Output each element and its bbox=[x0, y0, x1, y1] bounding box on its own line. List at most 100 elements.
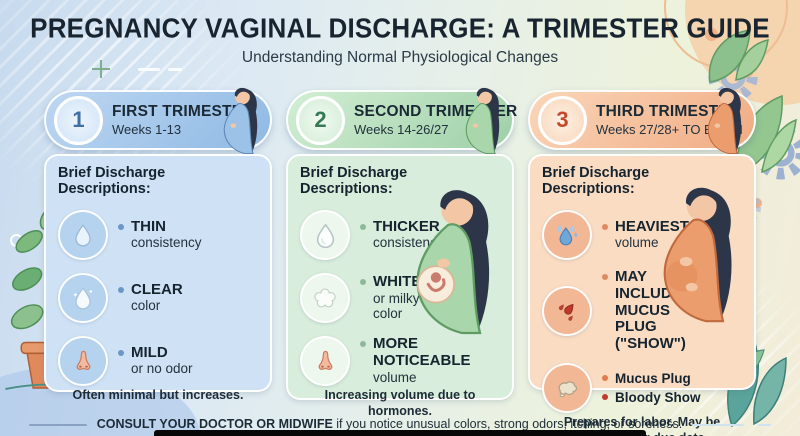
pregnant-woman-icon bbox=[223, 87, 258, 155]
item-term: MAY INCLUDE MUCUS PLUG ("SHOW") bbox=[615, 268, 686, 353]
trimester-1-number-badge: 1 bbox=[54, 95, 103, 145]
pregnant-woman-icon bbox=[707, 87, 742, 155]
item-text: MILD or no odor bbox=[118, 343, 193, 378]
list-item: Mucus Plug Bloody Show bbox=[542, 362, 742, 413]
card-footer-note: Often minimal but increases. bbox=[72, 388, 244, 402]
mucus-blob-icon bbox=[542, 362, 592, 413]
sub-item-label: Bloody Show bbox=[615, 389, 701, 405]
nose-icon bbox=[300, 336, 350, 386]
trimester-number: 1 bbox=[72, 107, 85, 132]
page-subtitle: Understanding Normal Physiological Chang… bbox=[241, 49, 559, 66]
card-footer-note: Increasing volume due to hormones. bbox=[324, 388, 476, 418]
trimester-1-header-text: FIRST TRIMESTER Weeks 1-13 bbox=[112, 103, 254, 137]
item-term: WHITE bbox=[373, 273, 422, 291]
item-list: HEAVIEST volume bbox=[542, 210, 742, 413]
column-first-trimester: 1 FIRST TRIMESTER Weeks 1-13 Brief Disch… bbox=[44, 87, 272, 402]
trimester-1-header: 1 FIRST TRIMESTER Weeks 1-13 bbox=[44, 87, 272, 155]
clear-droplet-icon bbox=[58, 273, 108, 323]
bullet-dot bbox=[118, 286, 124, 293]
trimester-number: 3 bbox=[556, 107, 569, 132]
trimester-1-card: Brief Discharge Descriptions: THIN consi… bbox=[44, 154, 272, 402]
trimester-1-title: FIRST TRIMESTER bbox=[112, 103, 254, 120]
item-text: THIN consistency bbox=[118, 217, 202, 252]
bullet-dot bbox=[118, 349, 124, 356]
crosshair-icon bbox=[92, 60, 110, 78]
dash-decoration bbox=[168, 68, 182, 71]
item-list: THIN consistency CLEAR bbox=[58, 210, 258, 386]
divider-line bbox=[758, 423, 772, 426]
page-title: PREGNANCY VAGINAL DISCHARGE: A TRIMESTER… bbox=[30, 12, 770, 44]
pregnant-woman-illustration bbox=[663, 187, 732, 323]
item-text: THICKER consistency bbox=[360, 218, 444, 252]
consult-rest-text: if you notice unusual colors, strong odo… bbox=[332, 417, 683, 431]
bullet-dot bbox=[602, 375, 608, 382]
list-item: HEAVIEST volume bbox=[542, 210, 742, 260]
blood-drops-icon bbox=[542, 286, 592, 337]
trimester-2-header: 2 SECOND TRIMESTER Weeks 14-26/27 bbox=[286, 87, 517, 155]
trimester-2-number-badge: 2 bbox=[296, 95, 345, 145]
trimester-number: 2 bbox=[314, 107, 327, 132]
trimester-3-number-badge: 3 bbox=[538, 95, 587, 145]
item-text: CLEAR color bbox=[118, 280, 183, 315]
thin-droplet-icon bbox=[58, 210, 108, 260]
item-term: HEAVIEST bbox=[615, 217, 689, 235]
column-second-trimester: 2 SECOND TRIMESTER Weeks 14-26/27 bbox=[286, 87, 517, 418]
sub-item-list: Mucus Plug Bloody Show bbox=[602, 371, 701, 405]
sub-item: Bloody Show bbox=[602, 390, 701, 405]
bullet-dot bbox=[602, 223, 608, 230]
consult-note: CONSULT YOUR DOCTOR OR MIDWIFE if you no… bbox=[0, 417, 800, 431]
leaf-decoration bbox=[708, 29, 769, 83]
item-text: MORE NOTICEABLE volume bbox=[360, 335, 500, 385]
sub-item-label: Mucus Plug bbox=[615, 370, 691, 386]
list-item: MAY INCLUDE MUCUS PLUG ("SHOW") bbox=[542, 268, 742, 354]
item-desc: volume bbox=[373, 369, 417, 385]
item-text: HEAVIEST volume bbox=[602, 217, 689, 252]
trimester-3-title: THIRD TRIMESTER bbox=[596, 103, 741, 120]
trimester-2-card: Brief Discharge Descriptions: THICKER co bbox=[286, 154, 514, 418]
item-text: MAY INCLUDE MUCUS PLUG ("SHOW") bbox=[602, 268, 688, 354]
thick-droplet-icon bbox=[300, 210, 350, 260]
item-term: THIN bbox=[131, 217, 166, 235]
column-third-trimester: 3 THIRD TRIMESTER Weeks 27/28+ TO BIRTH bbox=[528, 87, 756, 436]
divider-line bbox=[28, 423, 87, 426]
trimester-3-header-text: THIRD TRIMESTER Weeks 27/28+ TO BIRTH bbox=[596, 103, 743, 137]
list-item: MILD or no odor bbox=[58, 336, 258, 386]
sub-item: Mucus Plug bbox=[602, 371, 701, 386]
list-item: WHITE or milky color bbox=[300, 273, 500, 323]
bullet-dot bbox=[360, 279, 366, 286]
bullet-dot bbox=[118, 223, 124, 230]
section-heading: Brief Discharge Descriptions: bbox=[542, 165, 650, 197]
water-drops-icon bbox=[542, 210, 592, 260]
dot-decoration bbox=[705, 28, 718, 41]
list-item: MORE NOTICEABLE volume bbox=[300, 335, 500, 386]
list-item: THIN consistency bbox=[58, 210, 258, 260]
consult-bold-text: CONSULT YOUR DOCTOR OR MIDWIFE bbox=[96, 417, 333, 431]
trimester-2-weeks: Weeks 14-26/27 bbox=[354, 122, 449, 137]
pregnant-woman-fetus-illustration bbox=[416, 190, 489, 335]
pregnant-woman-icon bbox=[465, 87, 500, 155]
header: PREGNANCY VAGINAL DISCHARGE: A TRIMESTER… bbox=[0, 0, 800, 67]
item-desc: consistency bbox=[373, 235, 444, 251]
bullet-dot bbox=[360, 341, 366, 348]
trimester-3-card: Brief Discharge Descriptions: bbox=[528, 154, 756, 436]
white-blob-icon bbox=[300, 273, 350, 323]
bullet-dot bbox=[360, 223, 366, 230]
list-item: THICKER consistency bbox=[300, 210, 500, 260]
item-desc: or no odor bbox=[131, 361, 193, 377]
item-desc: consistency bbox=[131, 235, 202, 251]
trimester-3-header: 3 THIRD TRIMESTER Weeks 27/28+ TO BIRTH bbox=[528, 87, 756, 155]
item-term: MORE NOTICEABLE bbox=[373, 335, 471, 370]
section-heading: Brief Discharge Descriptions: bbox=[300, 165, 408, 197]
dash-decoration bbox=[138, 68, 160, 71]
bottom-bar bbox=[154, 430, 646, 436]
item-desc: color bbox=[131, 298, 161, 314]
item-text: WHITE or milky color bbox=[360, 273, 438, 321]
bullet-dot bbox=[602, 394, 608, 401]
nose-icon bbox=[58, 336, 108, 386]
trimester-columns: 1 FIRST TRIMESTER Weeks 1-13 Brief Disch… bbox=[44, 87, 756, 436]
item-term: MILD bbox=[131, 343, 168, 361]
bullet-dot bbox=[602, 274, 608, 280]
item-term: CLEAR bbox=[131, 280, 183, 298]
item-desc: volume bbox=[615, 235, 659, 251]
